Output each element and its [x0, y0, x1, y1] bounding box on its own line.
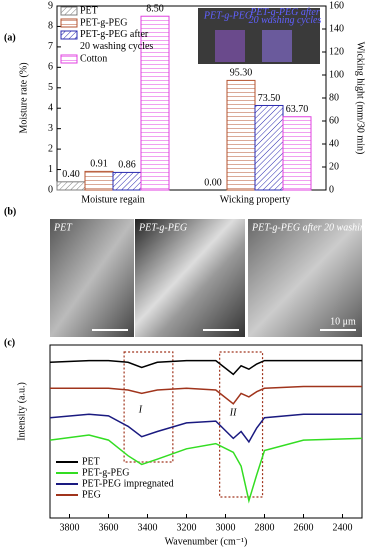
y2-tick-label: 0: [329, 184, 334, 195]
sem-image: [248, 219, 362, 337]
y-tick-label: 6: [48, 62, 53, 73]
y2-tick-label: 160: [329, 0, 344, 11]
legend-swatch: [60, 6, 78, 16]
sem-label: PET-g-PEG after 20 washing cycles: [251, 222, 369, 233]
y-tick-label: 0: [48, 184, 53, 195]
y2-tick-label: 120: [329, 46, 344, 57]
spectrum-line: [50, 385, 362, 405]
inset-line: 20 washing cycles: [249, 15, 322, 26]
y2-axis-label: Wicking hight (mm/30 min): [355, 42, 366, 155]
y-axis-label: Moisture rate (%): [18, 62, 29, 133]
sem-label: PET: [53, 222, 73, 233]
y2-tick-label: 100: [329, 69, 344, 80]
legend-swatch: [60, 18, 78, 28]
legend-line: PET-g-PEG after: [80, 29, 149, 40]
y-tick-label: 9: [48, 0, 53, 11]
sem-image: [135, 219, 245, 337]
x-tick-label: 2600: [294, 522, 314, 533]
legend-label: Cotton: [80, 53, 107, 64]
highlight-region: [219, 351, 264, 498]
photo-fabric: [215, 30, 245, 62]
y2-tick-label: 80: [329, 92, 339, 103]
y2-tick-label: 20: [329, 161, 339, 172]
legend-label: PET-g-PEG after 20 washing cycles: [80, 29, 153, 52]
x-tick-label: 3600: [99, 522, 119, 533]
x-tick-label: 3000: [216, 522, 236, 533]
spectrum-line: [49, 413, 362, 444]
inset-label: PET-g-PEG after 20 washing cycles: [249, 7, 322, 26]
legend-label: PET-PEG impregnated: [82, 478, 174, 489]
spectrum-line: [49, 434, 363, 504]
panel-label: (b): [4, 206, 16, 217]
bar: [140, 15, 170, 191]
x-axis-label: Wavenumber (cm⁻¹): [165, 536, 248, 547]
highlight-region: [123, 351, 174, 463]
legend-label: PET: [80, 5, 98, 16]
value-label: 0.00: [204, 177, 222, 188]
bar: [282, 116, 312, 191]
y-tick-label: 3: [48, 123, 53, 134]
legend-label: PET-g-PEG: [82, 467, 129, 478]
sem-label: PET-g-PEG: [138, 222, 187, 233]
bar: [84, 170, 114, 191]
value-label: 8.50: [146, 4, 164, 15]
x-tick-label: 2800: [255, 522, 275, 533]
value-label: 95.30: [230, 68, 253, 79]
y2-tick-label: 40: [329, 138, 339, 149]
plot-frame: [49, 344, 363, 519]
value-label: 0.91: [90, 159, 108, 170]
x-tick-label: Wicking property: [220, 194, 290, 205]
bar: [254, 104, 284, 191]
photo-fabric: [262, 30, 292, 62]
legend-swatch: [60, 54, 78, 64]
region-label: I: [138, 404, 143, 415]
inset-label: PET-g-PEG: [203, 10, 252, 21]
scale-bar-label: 10 μm: [330, 316, 356, 327]
y2-tick-label: 60: [329, 115, 339, 126]
bar: [112, 171, 142, 191]
value-label: 0.40: [62, 169, 80, 180]
y-tick-label: 8: [48, 21, 53, 32]
y-tick-label: 5: [48, 82, 53, 93]
legend-swatch: [60, 30, 78, 40]
value-label: 0.86: [118, 160, 136, 171]
value-label: 63.70: [286, 104, 309, 115]
x-tick-label: 2400: [333, 522, 353, 533]
legend-line: 20 washing cycles: [80, 41, 153, 52]
inset-line: PET-g-PEG after: [249, 7, 320, 18]
y2-tick-label: 140: [329, 23, 344, 34]
y-tick-label: 1: [48, 164, 53, 175]
y-axis-label: Intensity (a.u.): [16, 382, 27, 441]
spectrum-line: [49, 359, 362, 376]
x-tick-label: 3200: [177, 522, 197, 533]
panel-label: (c): [4, 337, 15, 348]
y-tick-label: 4: [48, 103, 53, 114]
x-tick-label: 3400: [138, 522, 158, 533]
y-tick-label: 7: [48, 41, 53, 52]
bar: [56, 181, 86, 191]
y-tick-label: 2: [48, 143, 53, 154]
x-tick-label: 3800: [60, 522, 80, 533]
region-label: II: [229, 407, 237, 418]
panel-label: (a): [4, 32, 16, 43]
x-tick-label: Moisture regain: [81, 194, 145, 205]
legend-label: PET-g-PEG: [80, 17, 127, 28]
legend-label: PET: [82, 456, 100, 467]
sem-image: [50, 219, 134, 337]
bar: [226, 79, 256, 191]
value-label: 73.50: [258, 93, 281, 104]
legend-label: PEG: [82, 489, 101, 500]
